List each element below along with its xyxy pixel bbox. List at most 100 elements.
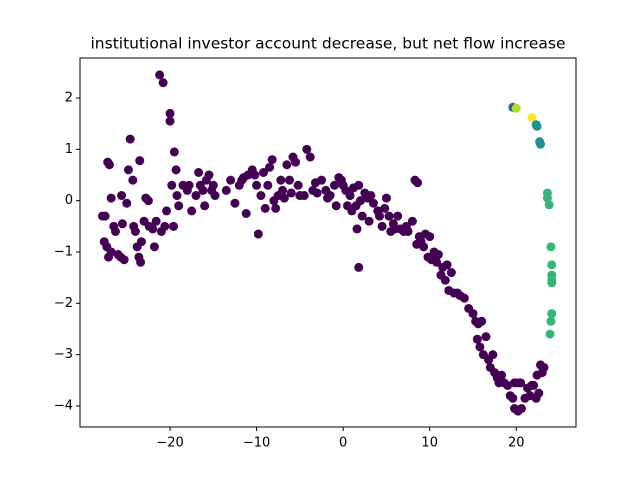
point [149,242,159,252]
point [279,193,289,203]
x-tick-label: −20 [156,436,183,451]
point [302,144,312,154]
point [364,216,374,226]
point [547,278,557,288]
plot-frame [79,57,577,428]
point [544,200,554,210]
point [446,268,456,278]
point [260,203,270,213]
point [160,221,170,231]
point [136,257,146,267]
point [472,334,482,344]
point [407,216,417,226]
point [210,191,220,201]
point [357,211,367,221]
point [117,219,127,229]
point [377,221,387,231]
point [293,180,303,190]
point [546,316,556,326]
point [352,224,362,234]
point [123,165,133,175]
point [299,191,309,201]
point [468,309,478,319]
point [317,175,327,185]
point [135,156,145,166]
point [546,242,556,252]
point [106,247,116,257]
point [368,198,378,208]
point [226,175,236,185]
point [263,180,273,190]
point [305,152,315,162]
point [282,160,292,170]
point [198,185,208,195]
point [536,139,546,149]
point [354,180,364,190]
point [432,257,442,267]
point [278,185,288,195]
point [325,191,335,201]
point [534,388,544,398]
point [168,221,178,231]
point [259,167,269,177]
y-tick-label: 0 [65,193,73,208]
point [252,180,262,190]
point [253,229,263,239]
point [419,242,429,252]
point [286,188,296,198]
point [158,78,168,88]
point [110,226,120,236]
point [194,167,204,177]
point [276,175,286,185]
point [459,293,469,303]
point [119,255,129,265]
point [354,262,364,272]
point [425,232,435,242]
point [230,198,240,208]
point [200,201,210,211]
y-tick-label: 2 [65,91,73,106]
point [169,147,179,157]
point [125,134,135,144]
point [516,404,526,414]
point [547,260,557,270]
point [375,211,385,221]
point [497,370,507,380]
y-tick-label: −3 [54,347,73,362]
point [148,224,158,234]
point [165,108,175,118]
x-tick-label: −10 [243,436,270,451]
point [312,188,322,198]
point [291,157,301,167]
point [345,191,355,201]
point [433,250,443,260]
point [267,155,277,165]
point [184,180,194,190]
point [208,180,218,190]
point [366,191,376,201]
point [393,211,403,221]
point [100,211,110,221]
point [174,201,184,211]
point [171,165,181,175]
point [545,329,555,339]
point [381,193,391,203]
point [191,191,201,201]
y-tick-label: −4 [54,398,73,413]
point [265,162,275,172]
point [155,70,165,80]
point [122,198,132,208]
point [547,309,557,319]
point [136,237,146,247]
point [151,216,161,226]
point [284,175,294,185]
point [143,196,153,206]
point [413,178,423,188]
point [481,332,491,342]
point [539,362,549,372]
point [442,260,452,270]
point [329,180,339,190]
point [256,191,266,201]
point [527,113,537,123]
